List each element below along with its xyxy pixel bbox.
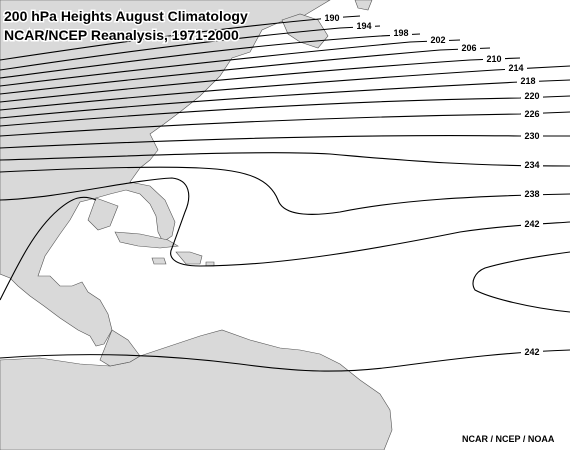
svg-text:242: 242 <box>524 347 539 357</box>
jamaica-land <box>151 257 167 265</box>
contour-label-218: 218 <box>517 75 539 86</box>
contour-line-202 <box>0 39 461 87</box>
credit-text: NCAR / NCEP / NOAA <box>462 434 555 444</box>
svg-text:214: 214 <box>508 63 523 73</box>
contour-line-214 <box>0 65 570 111</box>
newfoundland-land <box>354 0 373 11</box>
contour-label-214: 214 <box>505 62 527 73</box>
contour-label-206: 206 <box>458 42 480 53</box>
height-contours <box>0 15 570 372</box>
contour-line-242-south <box>0 349 570 372</box>
contour-line-230 <box>0 134 570 149</box>
contour-label-238: 238 <box>521 188 543 199</box>
svg-text:220: 220 <box>524 91 539 101</box>
contour-line-206 <box>0 47 491 95</box>
contour-line-226 <box>0 111 570 137</box>
contour-line-190 <box>0 15 361 61</box>
svg-text:234: 234 <box>524 160 539 170</box>
contour-label-190: 190 <box>321 12 343 23</box>
svg-text:226: 226 <box>524 109 539 119</box>
contour-line-210 <box>0 57 521 103</box>
svg-text:242: 242 <box>524 219 539 229</box>
map-subtitle: NCAR/NCEP Reanalysis, 1971-2000 <box>4 27 239 43</box>
svg-text:230: 230 <box>524 131 539 141</box>
svg-text:238: 238 <box>524 189 539 199</box>
contour-label-210: 210 <box>483 53 505 64</box>
south-america-land <box>0 329 393 450</box>
contour-line-242-loop <box>472 251 570 313</box>
south-america-andes-land <box>99 329 141 367</box>
svg-text:190: 190 <box>324 13 339 23</box>
svg-text:210: 210 <box>486 54 501 64</box>
hispaniola-land <box>175 251 203 265</box>
contour-line-220 <box>0 95 570 127</box>
contour-line-234 <box>0 152 570 167</box>
cuba-land <box>114 231 179 249</box>
contour-label-194: 194 <box>353 20 375 31</box>
svg-text:194: 194 <box>356 21 371 31</box>
contour-line-242-inner <box>0 177 570 267</box>
svg-text:198: 198 <box>393 28 408 38</box>
contour-label-226: 226 <box>521 108 543 119</box>
north-america-land <box>0 0 331 347</box>
contour-label-220: 220 <box>521 90 543 101</box>
contour-label-242-lower: 242 <box>521 346 543 357</box>
yucatan-land <box>87 197 119 231</box>
contour-line-198 <box>0 33 421 79</box>
contour-label-234: 234 <box>521 159 543 170</box>
contour-line-238 <box>0 166 570 215</box>
svg-text:202: 202 <box>430 35 445 45</box>
contour-label-230: 230 <box>521 130 543 141</box>
contour-label-202: 202 <box>427 34 449 45</box>
contour-line-242-left <box>0 196 97 301</box>
contour-label-242-upper: 242 <box>521 218 543 229</box>
contour-label-198: 198 <box>390 27 412 38</box>
svg-text:206: 206 <box>461 43 476 53</box>
landmasses <box>0 0 393 450</box>
contour-line-194 <box>0 25 381 71</box>
svg-text:218: 218 <box>520 76 535 86</box>
contour-line-218 <box>0 79 570 119</box>
contour-labels: 190 194 198 202 206 210 214 218 <box>321 12 543 357</box>
map-title: 200 hPa Heights August Climatology <box>4 8 248 24</box>
